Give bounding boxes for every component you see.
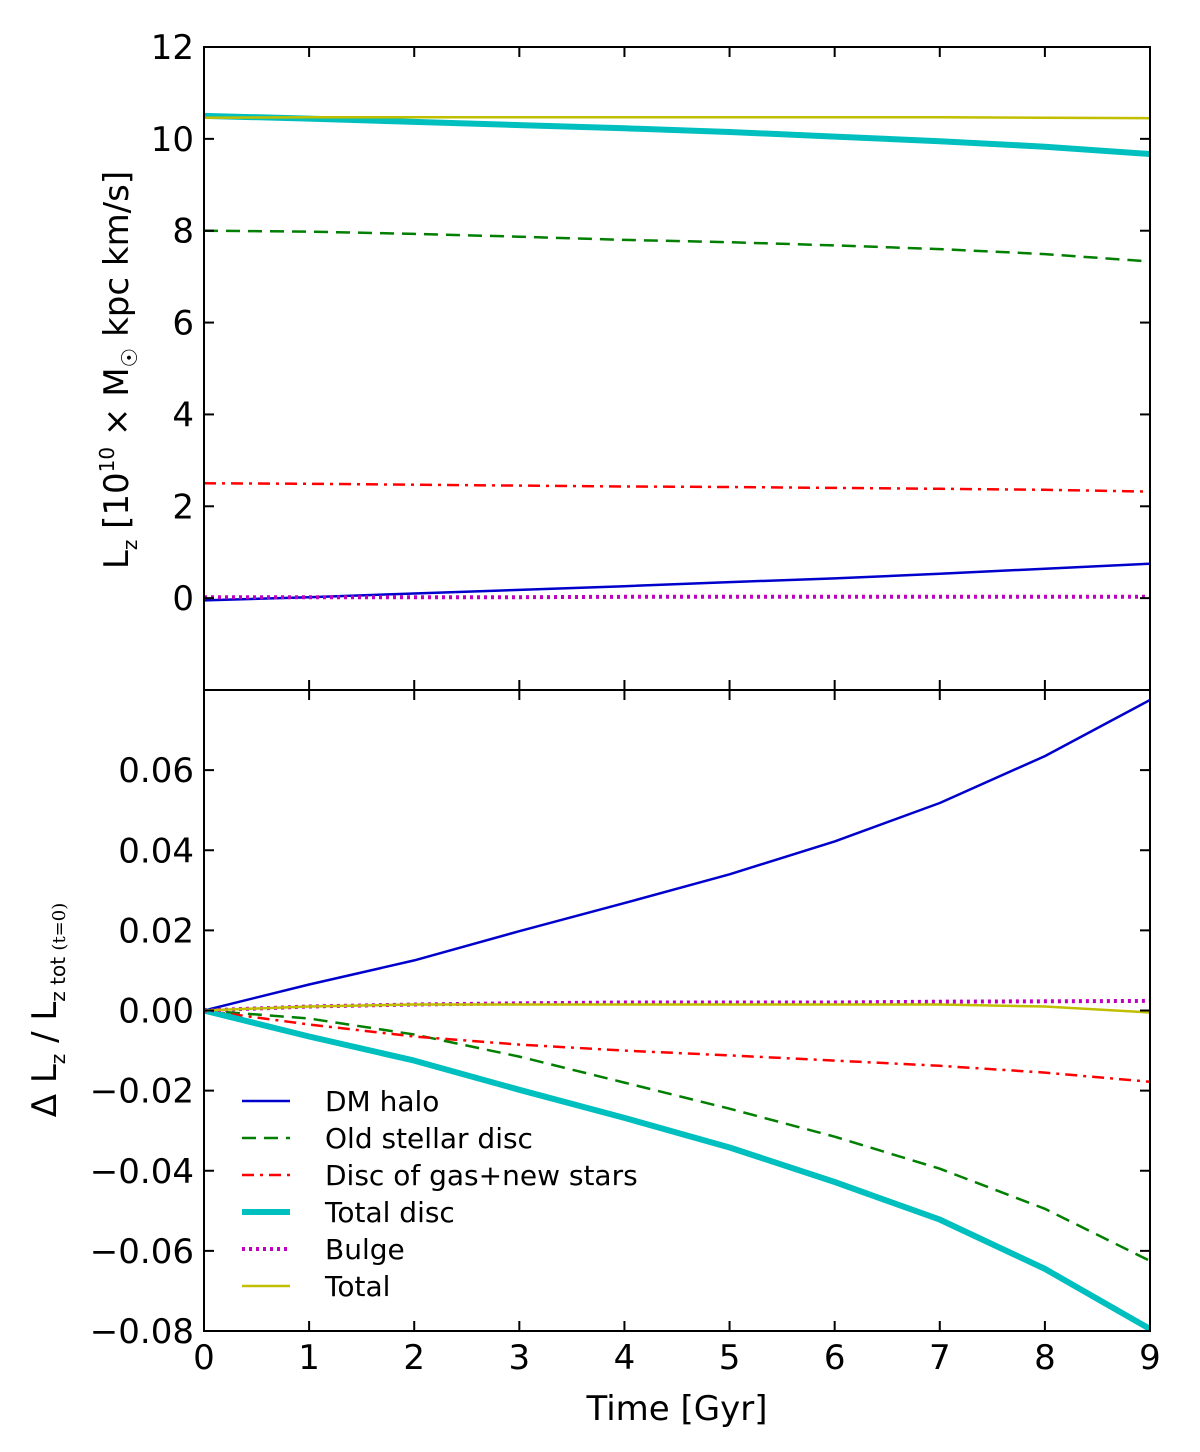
y-tick-label: 8 bbox=[172, 212, 194, 252]
series-line-total-disc bbox=[204, 112, 1150, 157]
bottom-panel: 0 1 2 3 4 5 6 7 8 9 −0.08 −0.06 −0.04 −0.02 0.00 0.02 0.… bbox=[90, 689, 1161, 1378]
x-tick-label: 9 bbox=[1139, 1338, 1161, 1378]
x-tick-label: 4 bbox=[614, 1338, 636, 1378]
series-group bbox=[204, 698, 1150, 1331]
y-tick-label: 10 bbox=[151, 120, 194, 160]
top-ylabel-sub2: ☉ bbox=[118, 348, 143, 368]
x-tick-label: 5 bbox=[719, 1338, 741, 1378]
series-line-total-disc bbox=[204, 1007, 1150, 1331]
y-tick-label: 4 bbox=[172, 395, 194, 435]
bottom-ylabel-sub: z bbox=[46, 1054, 70, 1065]
top-ylabel-tail: kpc km/s] bbox=[97, 171, 137, 348]
bottom-y-axis-label: Δ Lz / Lz tot (t=0) bbox=[25, 903, 70, 1117]
top-ylabel-open: [10 bbox=[97, 472, 137, 539]
x-tick-label: 3 bbox=[509, 1338, 531, 1378]
top-y-axis-label: Lz [1010 × M☉ kpc km/s] bbox=[95, 171, 143, 569]
y-tick-label: −0.04 bbox=[90, 1152, 194, 1192]
x-tick-label: 0 bbox=[193, 1338, 215, 1378]
y-tick-label: 0 bbox=[172, 579, 194, 619]
top-ylabel-mid: × M bbox=[97, 367, 137, 446]
y-tick-label: −0.02 bbox=[90, 1072, 194, 1112]
series-line-dm-halo bbox=[204, 562, 1150, 602]
x-tick-label: 6 bbox=[824, 1338, 846, 1378]
series-line-disc-of-gas-new-stars bbox=[204, 1009, 1150, 1084]
y-tick-label: −0.06 bbox=[90, 1232, 194, 1272]
x-tick-label: 8 bbox=[1034, 1338, 1056, 1378]
series-line-total bbox=[204, 116, 1150, 120]
legend: DM halo Old stellar disc Disc of gas+new s… bbox=[242, 1085, 638, 1303]
top-panel: 0 2 4 6 8 10 12 bbox=[151, 28, 1151, 691]
series-group bbox=[204, 112, 1150, 602]
bottom-ylabel-sub2: z bbox=[46, 991, 70, 1002]
bottom-ylabel-mid: / L bbox=[25, 1002, 65, 1054]
legend-label: Total bbox=[324, 1270, 390, 1303]
legend-label: Old stellar disc bbox=[325, 1122, 533, 1155]
y-tick-label: −0.08 bbox=[90, 1312, 194, 1352]
top-ylabel-base: L bbox=[97, 550, 137, 569]
top-ylabel-sup: 10 bbox=[95, 447, 119, 472]
bottom-ylabel-pre: Δ L bbox=[25, 1064, 65, 1117]
legend-label: Bulge bbox=[325, 1233, 405, 1266]
legend-label: Total disc bbox=[324, 1196, 455, 1229]
x-tick-label: 2 bbox=[403, 1338, 425, 1378]
x-tick-label: 1 bbox=[298, 1338, 320, 1378]
bottom-ylabel-tail: tot bbox=[46, 951, 70, 992]
top-ylabel-sub: z bbox=[118, 540, 142, 551]
y-tick-label: 0.04 bbox=[118, 831, 194, 871]
y-tick-label: 12 bbox=[151, 28, 194, 68]
series-line-dm-halo bbox=[204, 698, 1150, 1012]
series-line-old-stellar-disc bbox=[204, 1009, 1150, 1263]
y-tick-label: 2 bbox=[172, 487, 194, 527]
legend-label: DM halo bbox=[325, 1085, 439, 1118]
series-line-old-stellar-disc bbox=[204, 229, 1150, 263]
y-tick-label: 0.00 bbox=[118, 992, 194, 1032]
series-line-disc-of-gas-new-stars bbox=[204, 482, 1150, 493]
legend-label: Disc of gas+new stars bbox=[325, 1159, 638, 1192]
x-axis-label: Time [Gyr] bbox=[586, 1389, 768, 1429]
y-tick-label: 6 bbox=[172, 304, 194, 344]
y-tick-label: 0.02 bbox=[118, 911, 194, 951]
x-tick-label: 7 bbox=[929, 1338, 951, 1378]
series-line-total bbox=[204, 1003, 1150, 1014]
y-tick-label: 0.06 bbox=[118, 751, 194, 791]
bottom-ylabel-sub3: (t=0) bbox=[49, 903, 70, 951]
